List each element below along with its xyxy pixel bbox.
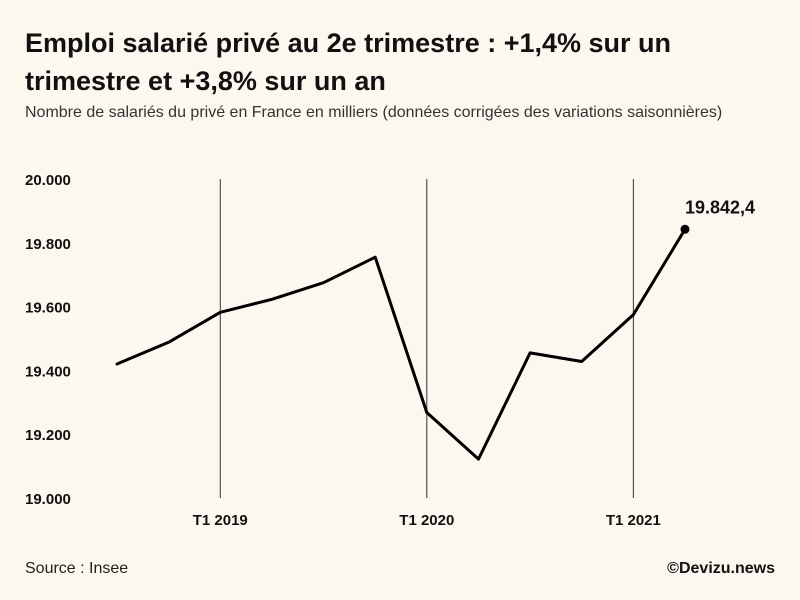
- y-axis: 19.000 19.200 19.400 19.600 19.800 20.000: [25, 172, 71, 508]
- x-tick-label: T1 2021: [606, 512, 661, 529]
- last-point-marker: [680, 224, 690, 234]
- annotations: 19.842,4: [680, 197, 755, 234]
- y-tick-label: 19.400: [25, 363, 71, 380]
- x-tick-label: T1 2020: [399, 512, 454, 529]
- series-line-group: [115, 227, 687, 461]
- y-tick-label: 19.800: [25, 236, 71, 253]
- vertical-gridlines: [219, 179, 634, 498]
- source-note: Source : Insee: [25, 560, 129, 577]
- chart-title: Emploi salarié privé au 2e trimestre : +…: [25, 28, 672, 96]
- credit-note: ©Devizu.news: [667, 560, 775, 577]
- y-tick-label: 20.000: [25, 172, 71, 189]
- x-tick-label: T1 2019: [193, 512, 248, 529]
- last-value-label: 19.842,4: [685, 197, 755, 217]
- y-tick-label: 19.200: [25, 427, 71, 444]
- chart-subtitle: Nombre de salariés du privé en France en…: [25, 104, 723, 121]
- y-tick-label: 19.000: [25, 491, 71, 508]
- x-axis: T1 2019 T1 2020 T1 2021: [193, 512, 661, 529]
- series-line: [115, 227, 687, 461]
- y-tick-label: 19.600: [25, 300, 71, 317]
